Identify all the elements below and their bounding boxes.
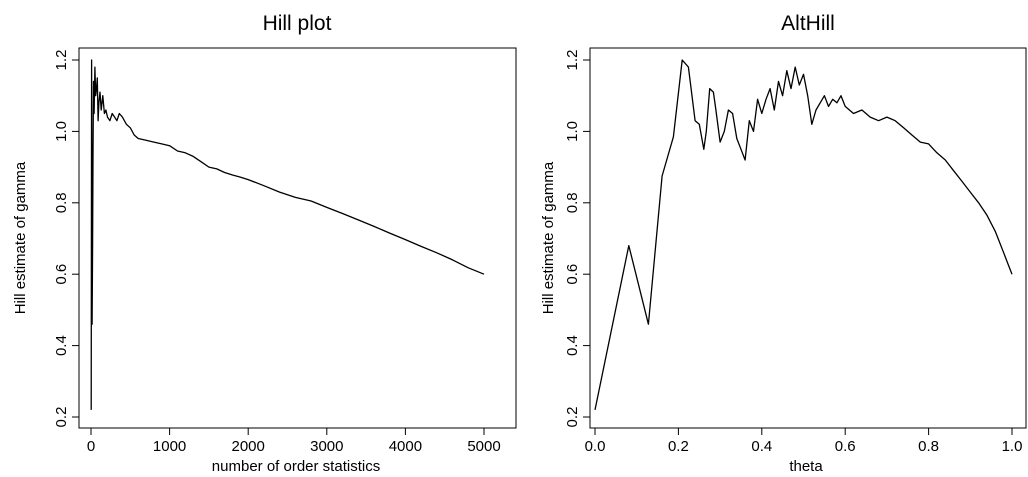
althill-y-tick-label: 0.4 (564, 335, 581, 356)
hill-plot-x-tick-label: 5000 (467, 438, 500, 455)
hill-plot-y-tick-label: 0.4 (53, 335, 70, 356)
althill-x-tick-label: 0.6 (835, 438, 856, 455)
hill-plot-x-tick-label: 2000 (232, 438, 265, 455)
hill-plot-ticks: 0 1000 2000 3000 4000 5000 0.2 0.4 0.6 0.8 1.0 1.2 (53, 50, 501, 455)
hill-plot-x-tick-label: 4000 (389, 438, 422, 455)
hill-plot-frame (78, 47, 517, 429)
hill-plot-y-tick-label: 0.6 (53, 264, 70, 285)
althill-y-axis-label: Hill estimate of gamma (540, 161, 557, 314)
hill-plot-x-tick-label: 0 (87, 438, 95, 455)
althill-y-tick-label: 0.8 (564, 192, 581, 213)
althill-series (594, 59, 1013, 411)
althill-series-line (594, 59, 1013, 411)
hill-plot-x-tick-label: 3000 (310, 438, 343, 455)
althill-frame (589, 47, 1027, 429)
althill-x-tick-label: 0.2 (668, 438, 689, 455)
hill-plot-panel: Hill plot number of order statistics Hil… (12, 12, 517, 475)
hill-plot-y-tick-label: 1.0 (53, 121, 70, 142)
althill-y-tick-label: 1.0 (564, 121, 581, 142)
hill-plot-y-axis-label: Hill estimate of gamma (12, 161, 29, 314)
hill-plot-x-axis-label: number of order statistics (212, 458, 380, 475)
hill-plot-series (90, 59, 485, 410)
althill-title: AltHill (781, 12, 835, 35)
althill-panel: AltHill theta Hill estimate of gamma 0.0… (540, 12, 1027, 475)
althill-x-tick-label: 0.8 (918, 438, 939, 455)
hill-plot-y-tick-label: 0.2 (53, 407, 70, 428)
althill-y-tick-label: 0.6 (564, 264, 581, 285)
hill-plot-x-tick-label: 1000 (153, 438, 186, 455)
althill-x-axis-label: theta (789, 458, 823, 475)
althill-x-tick-label: 0.4 (751, 438, 772, 455)
althill-y-tick-label: 1.2 (564, 50, 581, 71)
hill-plot-y-tick-label: 0.8 (53, 192, 70, 213)
althill-y-tick-label: 0.2 (564, 407, 581, 428)
althill-x-tick-label: 0.0 (585, 438, 606, 455)
hill-plot-title: Hill plot (263, 12, 332, 35)
hill-plot-series-line (90, 59, 485, 410)
althill-ticks: 0.0 0.2 0.4 0.6 0.8 1.00.20.40.60.81.01.2 (564, 50, 1022, 455)
althill-x-tick-label: 1.0 (1002, 438, 1023, 455)
hill-plot-y-tick-label: 1.2 (53, 50, 70, 71)
